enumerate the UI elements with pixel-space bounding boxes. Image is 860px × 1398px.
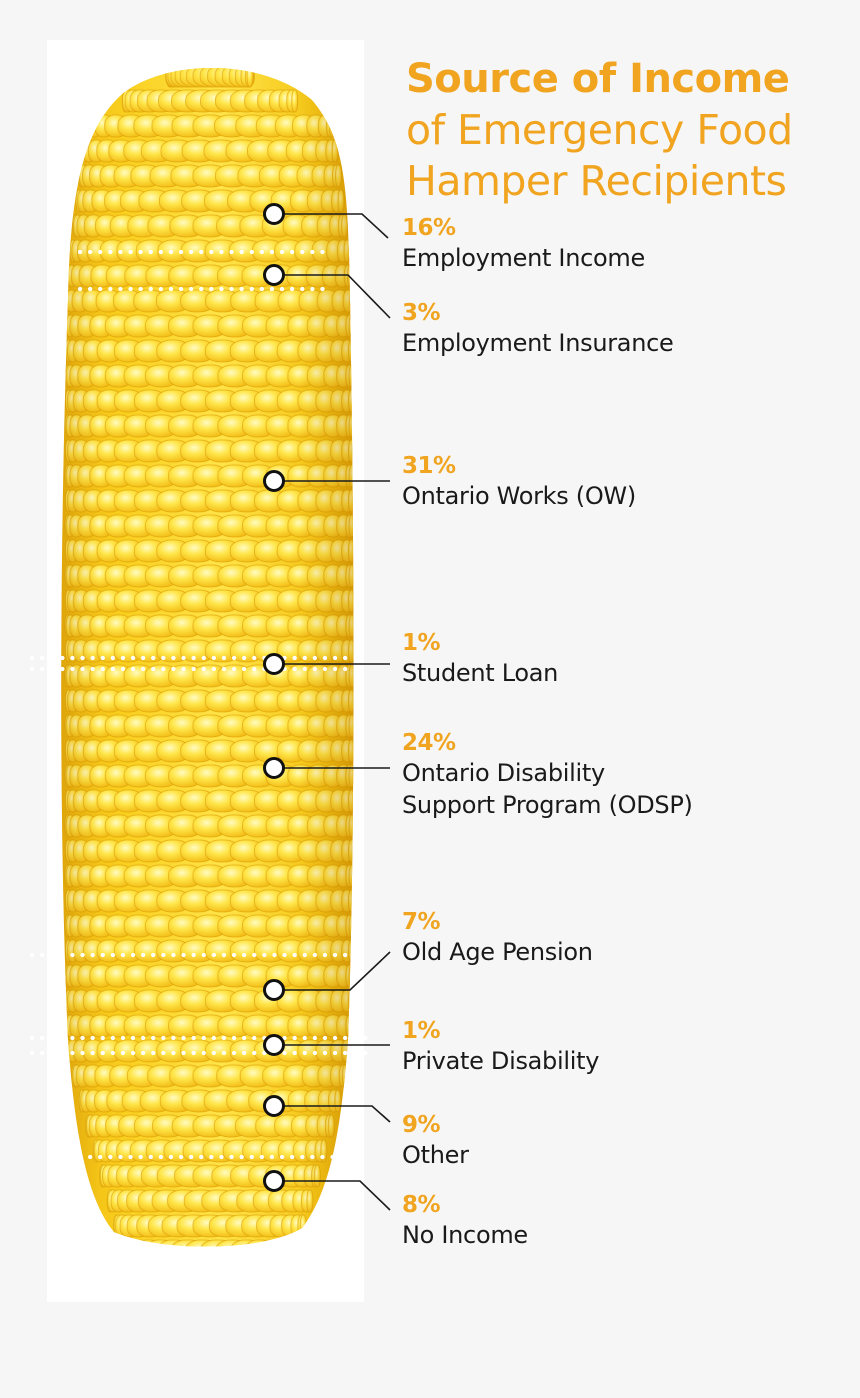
label-employment-income: 16% Employment Income xyxy=(402,214,842,274)
leader-line-no-income xyxy=(274,1180,391,1211)
leader-line-other xyxy=(274,1105,391,1123)
category-name: Private Disability xyxy=(402,1047,600,1075)
label-ontario-disability-support-program-odsp: 24% Ontario Disability Support Program (OD… xyxy=(402,729,842,821)
label-ontario-works-ow: 31% Ontario Works (OW) xyxy=(402,452,842,512)
data-label-percent: 3% xyxy=(402,300,441,326)
label-other: 9% Other xyxy=(402,1111,842,1171)
category-name: Employment Insurance xyxy=(402,329,674,357)
label-student-loan: 1% Student Loan xyxy=(402,629,842,689)
label-employment-insurance: 3% Employment Insurance xyxy=(402,299,842,359)
marker-old-age-pension xyxy=(263,979,285,1001)
marker-ontario-works-ow xyxy=(263,470,285,492)
data-label-percent: 24% xyxy=(402,730,456,756)
category-name: Student Loan xyxy=(402,659,559,687)
marker-no-income xyxy=(263,1170,285,1192)
data-label-percent: 16% xyxy=(402,215,456,241)
label-private-disability: 1% Private Disability xyxy=(402,1017,842,1077)
marker-student-loan xyxy=(263,653,285,675)
leader-line-employment-income xyxy=(274,213,389,239)
data-label-percent: 1% xyxy=(402,630,441,656)
title-line-1: Source of Income xyxy=(406,56,790,102)
chart-title: Source of Income of Emergency Food Hampe… xyxy=(406,54,846,207)
category-name: Employment Income xyxy=(402,244,645,272)
segment-dividers xyxy=(29,249,373,1160)
corn-cob-graphic xyxy=(61,68,354,1247)
category-name-line-2: Support Program (ODSP) xyxy=(402,791,693,819)
leader-lines xyxy=(263,203,391,1211)
title-line-2: of Emergency Food xyxy=(406,106,793,154)
category-name: Ontario Works (OW) xyxy=(402,482,636,510)
category-name: Old Age Pension xyxy=(402,938,593,966)
marker-private-disability xyxy=(263,1034,285,1056)
category-name-line-1: Ontario Disability xyxy=(402,759,605,787)
data-label-percent: 7% xyxy=(402,909,441,935)
marker-other xyxy=(263,1095,285,1117)
label-old-age-pension: 7% Old Age Pension xyxy=(402,908,842,968)
data-label-percent: 9% xyxy=(402,1112,441,1138)
data-label-percent: 8% xyxy=(402,1192,441,1218)
category-name: No Income xyxy=(402,1221,528,1249)
marker-employment-insurance xyxy=(263,264,285,286)
label-no-income: 8% No Income xyxy=(402,1191,842,1251)
category-name: Other xyxy=(402,1141,469,1169)
marker-ontario-disability-support-program-odsp xyxy=(263,757,285,779)
marker-employment-income xyxy=(263,203,285,225)
data-label-percent: 31% xyxy=(402,453,456,479)
title-line-3: Hamper Recipients xyxy=(406,157,787,205)
data-label-percent: 1% xyxy=(402,1018,441,1044)
leader-line-old-age-pension xyxy=(274,951,391,991)
leader-line-employment-insurance xyxy=(274,274,391,319)
